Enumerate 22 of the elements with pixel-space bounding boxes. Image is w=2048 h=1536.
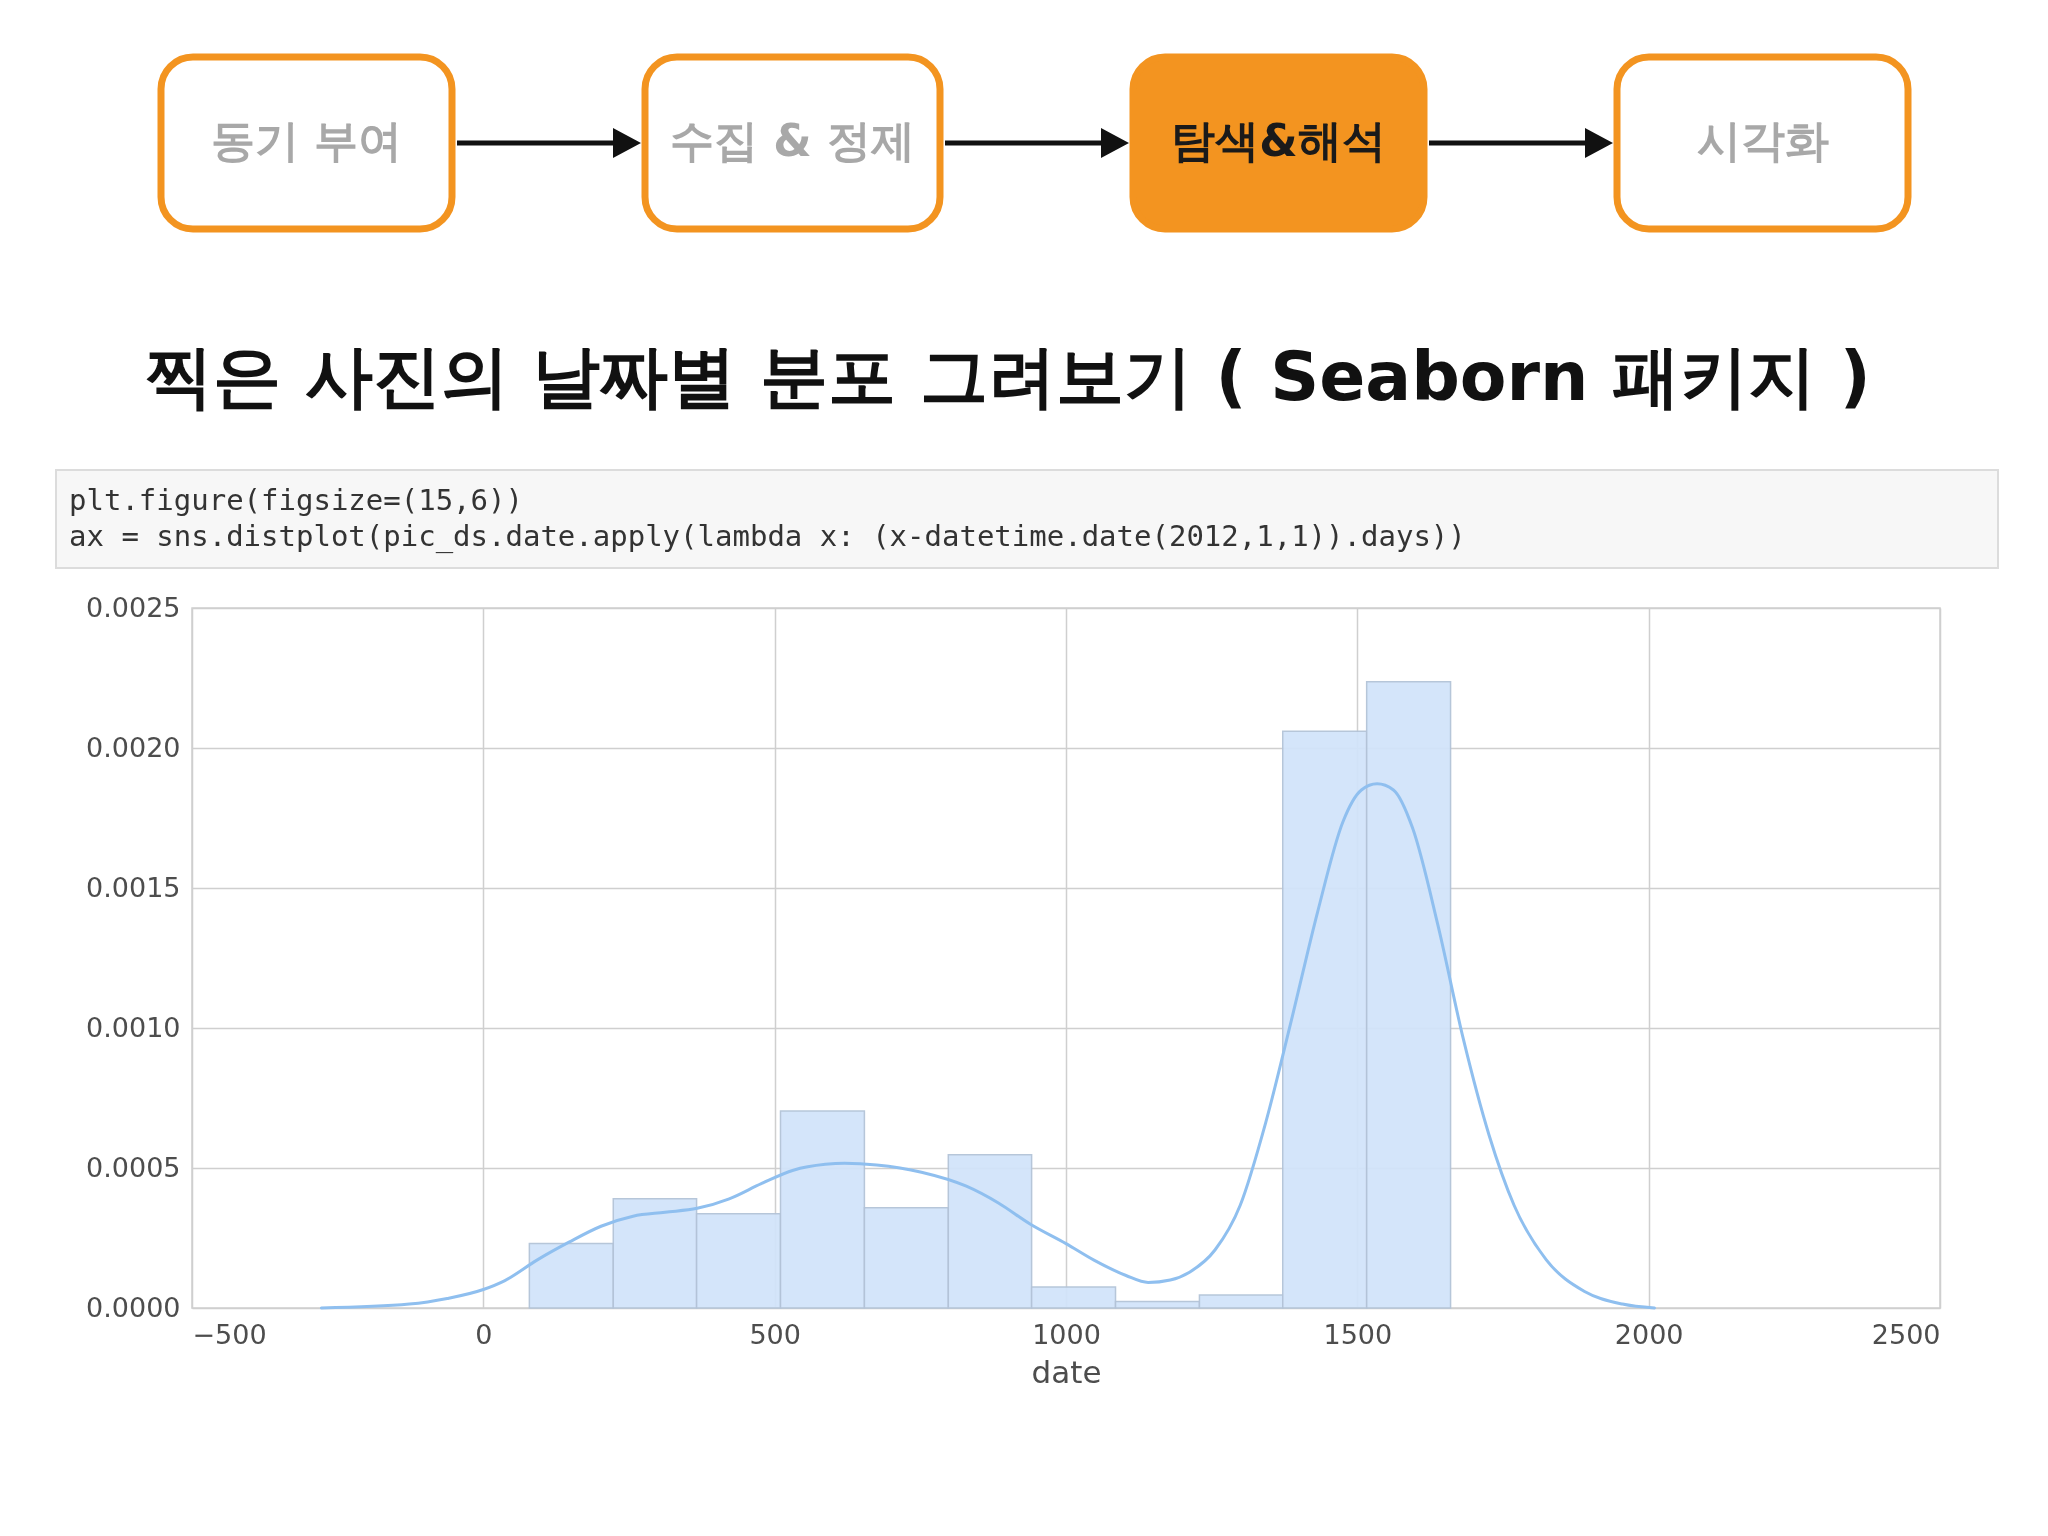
line-series <box>319 782 1656 1310</box>
text: 탐색&해석 <box>1171 115 1386 166</box>
text: 수집 & 정제 <box>669 115 916 166</box>
y-tick-label: 0.0005 <box>86 1151 181 1183</box>
text: 시각화 <box>1696 115 1829 166</box>
x-tick-label: 1500 <box>1323 1318 1393 1350</box>
x-tick-label: 500 <box>749 1318 801 1350</box>
chart-title: 찍은 사진의 날짜별 분포 그려보기 ( Seaborn 패키지 ) <box>145 337 1871 416</box>
y-tick-label: 0.0015 <box>86 871 181 903</box>
x-tick-label: 2500 <box>1871 1318 1941 1350</box>
x-axis-title: date <box>1031 1353 1102 1390</box>
x-tick-label: 1000 <box>1032 1318 1101 1350</box>
y-tick-label: 0.0020 <box>86 731 181 763</box>
text: ax = sns.distplot(pic_ds.date.apply(lambda x: (x-datetime.date(2012,1,1)).days)) <box>69 519 1466 554</box>
text: plt.figure(figsize=(15,6)) <box>69 483 523 517</box>
x-tick-label: −500 <box>192 1318 267 1350</box>
y-tick-label: 0.0000 <box>86 1291 181 1323</box>
y-tick-label: 0.0010 <box>86 1011 181 1043</box>
x-tick-label: 2000 <box>1614 1318 1684 1350</box>
y-tick-label: 0.0025 <box>86 591 181 623</box>
text: 동기 부여 <box>210 115 403 166</box>
x-tick-label: 0 <box>475 1318 493 1350</box>
